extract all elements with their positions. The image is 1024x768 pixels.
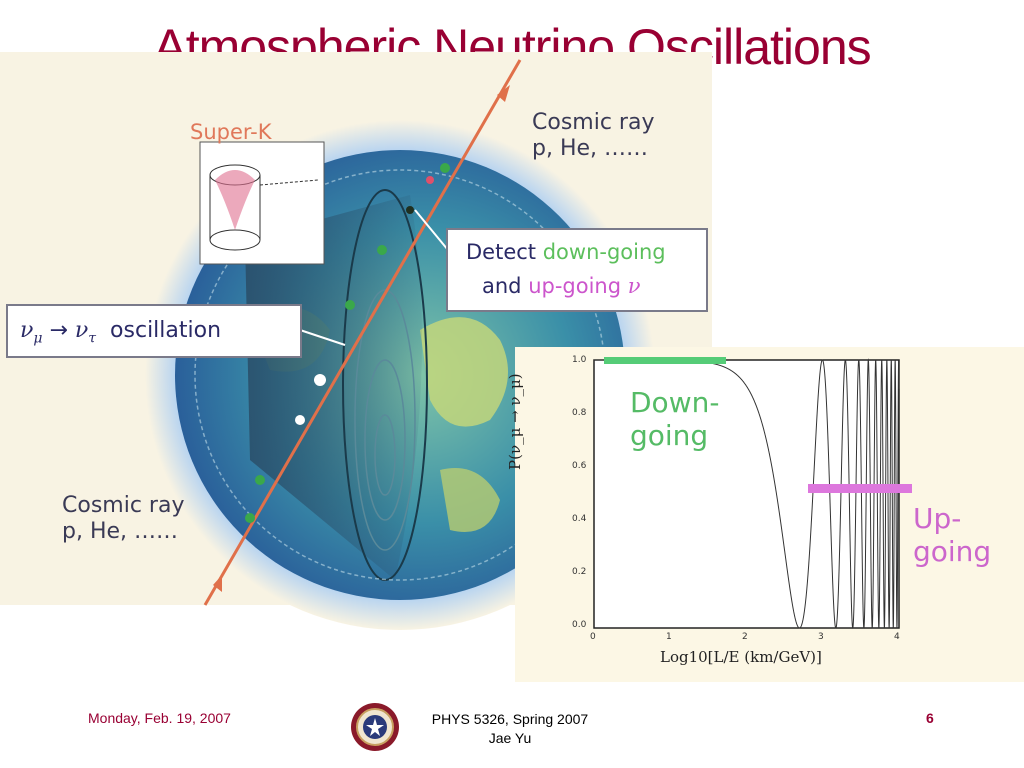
oscillation-callout: νμ → ντ oscillation xyxy=(6,304,302,358)
mu-subscript: μ xyxy=(33,330,43,347)
x-tick: 1 xyxy=(666,632,672,642)
x-tick: 2 xyxy=(742,632,748,642)
continent xyxy=(440,468,500,532)
detect-line-2: and up-going ν xyxy=(482,274,641,298)
y-tick: 1.0 xyxy=(572,355,587,365)
plot-frame xyxy=(593,359,900,629)
cosmic-ray-text: Cosmic ray xyxy=(62,493,185,518)
and-word: and xyxy=(482,274,522,298)
footer-course: PHYS 5326, Spring 2007 Jae Yu xyxy=(405,710,615,748)
cosmic-ray-label-top: Cosmic ray p, He, …… xyxy=(532,110,654,162)
cosmic-ray-particles: p, He, …… xyxy=(62,519,179,544)
tau-subscript: τ xyxy=(88,330,97,347)
track-arrow-bottom xyxy=(213,575,222,592)
super-k-label: Super-K xyxy=(190,120,272,144)
instructor-name: Jae Yu xyxy=(488,730,532,746)
arrow-symbol: → xyxy=(49,318,68,343)
x-axis-label: Log10[L/E (km/GeV)] xyxy=(660,648,822,666)
detect-word: Detect xyxy=(466,240,537,264)
y-tick: 0.0 xyxy=(572,620,587,630)
y-tick: 0.2 xyxy=(572,567,587,577)
cosmic-ray-particles: p, He, …… xyxy=(532,136,649,161)
footer-date: Monday, Feb. 19, 2007 xyxy=(88,710,231,726)
course-name: PHYS 5326, Spring 2007 xyxy=(431,711,589,727)
nu-mu-symbol: ν xyxy=(20,318,34,343)
up-going-band xyxy=(808,484,912,493)
up-going-word: up-going xyxy=(528,274,622,298)
y-tick: 0.6 xyxy=(572,461,587,471)
y-tick: 0.8 xyxy=(572,408,587,418)
nu-symbol: ν xyxy=(627,274,641,298)
up-going-label: Up-going xyxy=(913,502,992,568)
nu-tau-symbol: ν xyxy=(74,318,89,343)
detect-callout: Detect down-going and up-going ν xyxy=(446,228,708,312)
x-tick: 4 xyxy=(894,632,900,642)
down-going-band xyxy=(604,357,726,364)
super-k-inset xyxy=(199,141,325,265)
y-tick: 0.4 xyxy=(572,514,587,524)
x-tick: 0 xyxy=(590,632,596,642)
cosmic-ray-label-bottom: Cosmic ray p, He, …… xyxy=(62,493,184,545)
page-number: 6 xyxy=(926,710,934,726)
detect-line-1: Detect down-going xyxy=(466,240,666,264)
x-tick: 3 xyxy=(818,632,824,642)
down-going-line1: Down- xyxy=(630,386,720,419)
university-seal-icon xyxy=(351,703,399,751)
neutrino-track xyxy=(203,59,522,606)
oscillation-word: oscillation xyxy=(110,318,222,343)
down-going-line2: going xyxy=(630,419,709,452)
continent xyxy=(420,317,508,427)
oscillation-text: νμ → ντ oscillation xyxy=(20,318,221,346)
down-going-label: Down- going xyxy=(630,386,719,452)
track-arrow-top xyxy=(497,85,510,102)
cosmic-ray-text: Cosmic ray xyxy=(532,110,655,135)
down-going-word: down-going xyxy=(542,240,666,264)
y-axis-label: P(ν_μ → ν_μ) xyxy=(506,373,524,470)
